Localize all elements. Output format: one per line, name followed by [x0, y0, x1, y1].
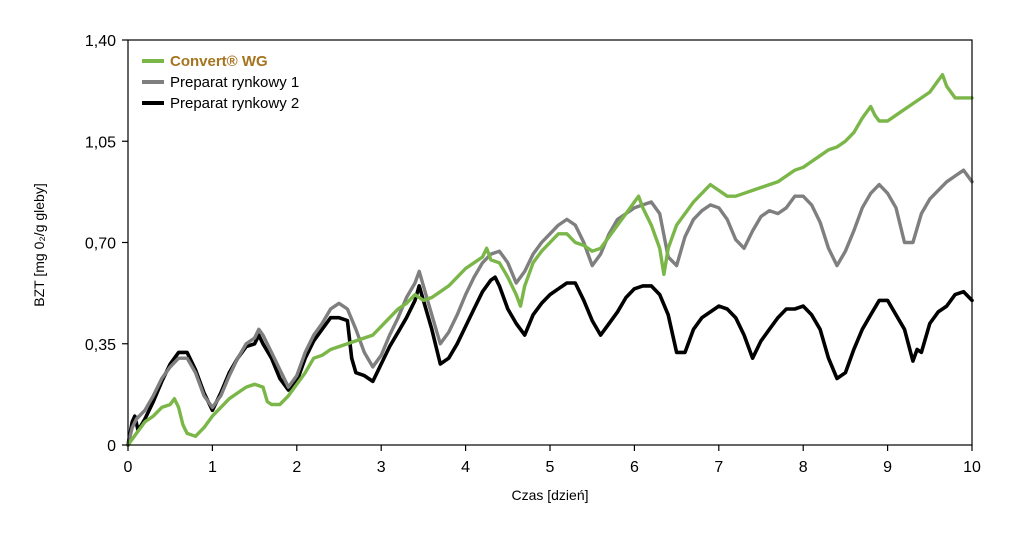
y-tick-label: 0 — [107, 438, 116, 455]
x-tick-label: 6 — [630, 459, 639, 476]
x-tick-label: 4 — [461, 459, 470, 476]
series-line-2 — [126, 168, 974, 447]
y-tick-label: 0,35 — [85, 337, 116, 354]
x-tick-label: 10 — [963, 459, 981, 476]
legend: Convert® WG Preparat rynkowy 1 Preparat ry… — [142, 53, 299, 112]
x-tick-label: 5 — [546, 459, 555, 476]
legend-label-2: Preparat rynkowy 1 — [170, 74, 299, 91]
y-tick-label: 1,40 — [85, 33, 116, 50]
y-axis-title: BZT [mg 0₂/g gleby] — [31, 183, 47, 306]
series-line-1 — [126, 73, 974, 447]
y-tick-label: 0,70 — [85, 236, 116, 253]
x-tick-label: 9 — [883, 459, 892, 476]
x-axis-title: Czas [dzień] — [511, 487, 588, 503]
y-tick-label: 1,05 — [85, 134, 116, 151]
x-tick-label: 2 — [292, 459, 301, 476]
x-tick-label: 8 — [799, 459, 808, 476]
x-tick-label: 1 — [208, 459, 217, 476]
legend-label-3: Preparat rynkowy 2 — [170, 95, 299, 112]
x-tick-label: 0 — [124, 459, 133, 476]
series-layer — [126, 73, 974, 447]
series-line-3 — [126, 275, 974, 447]
x-axis: 0 1 2 3 4 5 6 7 8 9 10 — [124, 445, 981, 476]
x-tick-label: 7 — [714, 459, 723, 476]
x-tick-label: 3 — [377, 459, 386, 476]
legend-label-1: Convert® WG — [170, 53, 268, 70]
y-axis: 0 0,35 0,70 1,05 1,40 — [85, 33, 128, 455]
